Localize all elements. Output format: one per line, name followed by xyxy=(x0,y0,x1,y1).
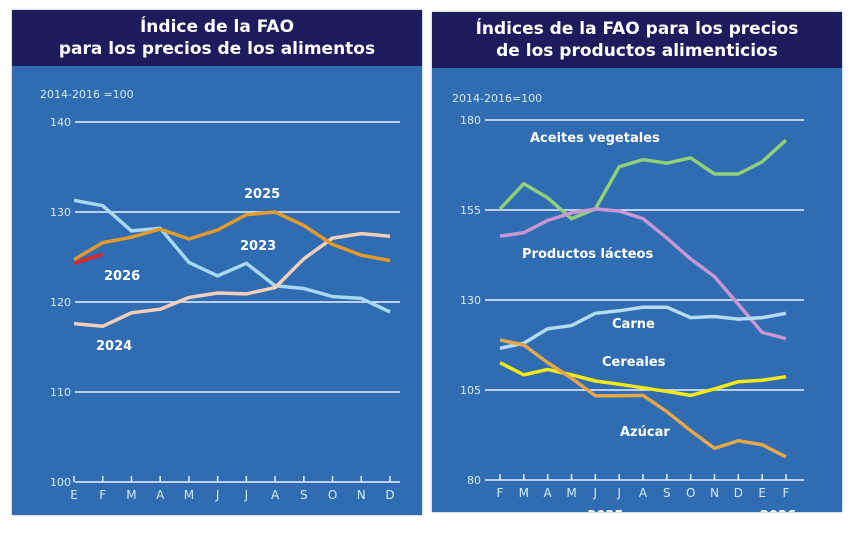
unit-label: 2014-2016 =100 xyxy=(40,88,134,101)
y-tick-label: 140 xyxy=(50,116,71,129)
y-tick-label: 120 xyxy=(50,296,71,309)
x-tick-label: E xyxy=(70,488,78,502)
series-line-cereales xyxy=(499,361,787,398)
x-tick-label: N xyxy=(710,486,719,500)
x-tick-label: J xyxy=(616,486,621,500)
x-tick-label: A xyxy=(544,486,553,500)
series-label: 2026 xyxy=(104,269,140,284)
series-line-az-car xyxy=(499,338,787,459)
x-tick-label: M xyxy=(126,488,136,502)
y-tick-label: 180 xyxy=(460,114,481,127)
x-tick-label: A xyxy=(156,488,165,502)
y-tick-label: 110 xyxy=(50,386,71,399)
series-label: 2024 xyxy=(96,339,132,354)
y-tick-label: 100 xyxy=(50,476,71,489)
x-tick-label: E xyxy=(758,486,766,500)
y-tick-label: 80 xyxy=(467,474,481,487)
x-tick-label: M xyxy=(566,486,576,500)
commodity-price-index-panel: Índices de la FAO para los precios de los… xyxy=(432,12,842,512)
x-tick-label: J xyxy=(244,488,249,502)
x-tick-label: N xyxy=(357,488,366,502)
series-label: Azúcar xyxy=(620,425,670,440)
series-label: 2025 xyxy=(244,187,280,202)
x-tick-label: F xyxy=(99,488,106,502)
x-tick-label: S xyxy=(300,488,308,502)
series-label: Carne xyxy=(612,317,655,332)
food-price-index-panel: Índice de la FAO para los precios de los … xyxy=(12,10,422,515)
series-line-aceites-vegetales xyxy=(498,138,788,221)
series-line-carne xyxy=(499,305,787,350)
x-tick-label: O xyxy=(686,486,695,500)
unit-label: 2014-2016=100 xyxy=(452,92,542,105)
x-tick-label: O xyxy=(328,488,337,502)
series-label: Productos lácteos xyxy=(522,247,653,262)
y-tick-label: 105 xyxy=(460,384,481,397)
year-label: 2025 xyxy=(587,509,623,512)
y-tick-label: 130 xyxy=(50,206,71,219)
x-tick-label: A xyxy=(271,488,280,502)
chart-title: Índices de la FAO para los precios de los… xyxy=(432,12,842,68)
chart-title: Índice de la FAO para los precios de los … xyxy=(12,10,422,66)
series-line-productos-l-cteos xyxy=(499,207,787,341)
series-line-2025 xyxy=(73,210,391,263)
series-line-2023 xyxy=(73,198,391,314)
series-line-2026 xyxy=(73,252,104,265)
x-tick-label: D xyxy=(734,486,743,500)
x-tick-label: J xyxy=(593,486,598,500)
y-tick-label: 155 xyxy=(460,204,481,217)
chart-plot: 2014-2016 =100 100 110 120 130 140 E F M A M J J A S O N… xyxy=(40,88,400,502)
x-tick-label: S xyxy=(663,486,671,500)
x-tick-label: M xyxy=(519,486,529,500)
series-label: Aceites vegetales xyxy=(530,131,660,146)
x-tick-label: F xyxy=(783,486,790,500)
x-tick-label: J xyxy=(215,488,220,502)
y-tick-label: 130 xyxy=(460,294,481,307)
x-tick-label: M xyxy=(184,488,194,502)
x-tick-label: A xyxy=(639,486,648,500)
year-label: 2026 xyxy=(760,509,796,512)
series-label: 2023 xyxy=(240,239,276,254)
series-label: Cereales xyxy=(602,355,666,370)
x-tick-label: D xyxy=(385,488,394,502)
x-tick-label: F xyxy=(497,486,504,500)
series-line-2024 xyxy=(73,231,391,329)
